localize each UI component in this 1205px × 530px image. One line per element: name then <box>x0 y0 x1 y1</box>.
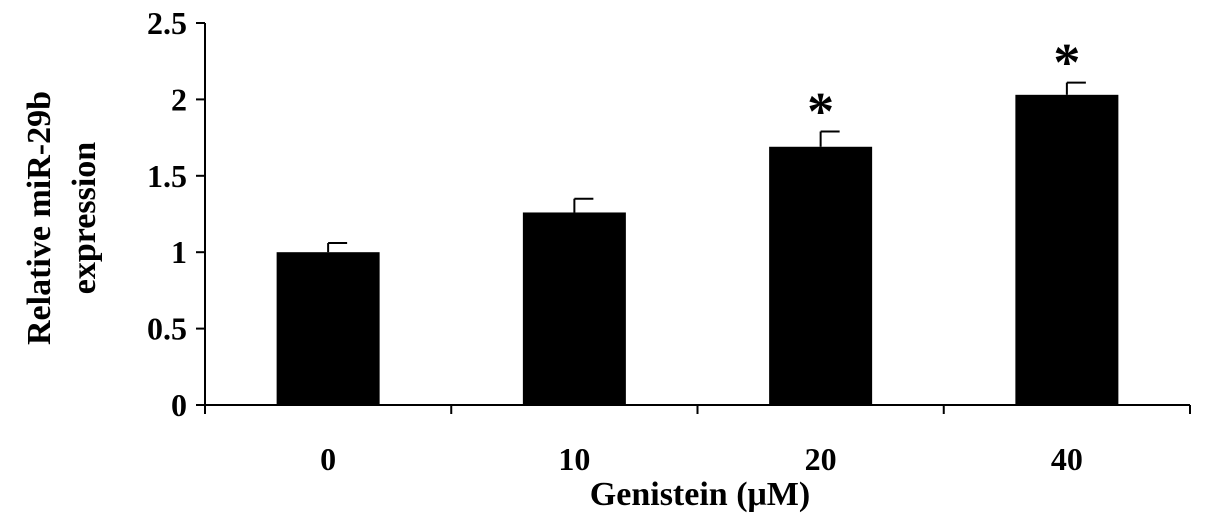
x-axis: 0 10 20 40 <box>204 404 1191 477</box>
y-tick-label: 2.5 <box>147 5 187 41</box>
bars <box>276 94 1119 405</box>
x-axis-title: Genistein (μM) <box>590 476 810 513</box>
y-tick-label: 2 <box>171 81 187 117</box>
y-axis: 0 0.5 1 1.5 2 2.5 <box>147 5 206 423</box>
bar <box>276 252 380 405</box>
bar <box>1015 94 1119 405</box>
error-bars <box>327 81 1086 253</box>
significance-marker: * <box>1053 33 1080 93</box>
y-tick-label: 0 <box>171 387 187 423</box>
y-tick-label: 1.5 <box>147 158 187 194</box>
significance-markers: ** <box>807 33 1080 142</box>
x-tick-label: 40 <box>1051 441 1083 477</box>
y-tick-label: 0.5 <box>147 311 187 347</box>
x-tick-label: 0 <box>320 441 336 477</box>
significance-marker: * <box>807 81 834 141</box>
y-axis-title-line-2: expression <box>66 142 103 294</box>
y-axis-title-line-1: Relative miR-29b <box>21 91 58 345</box>
y-tick-label: 1 <box>171 234 187 270</box>
bar <box>522 212 626 405</box>
x-tick-label: 10 <box>558 441 590 477</box>
bar <box>769 146 873 405</box>
x-tick-label: 20 <box>805 441 837 477</box>
